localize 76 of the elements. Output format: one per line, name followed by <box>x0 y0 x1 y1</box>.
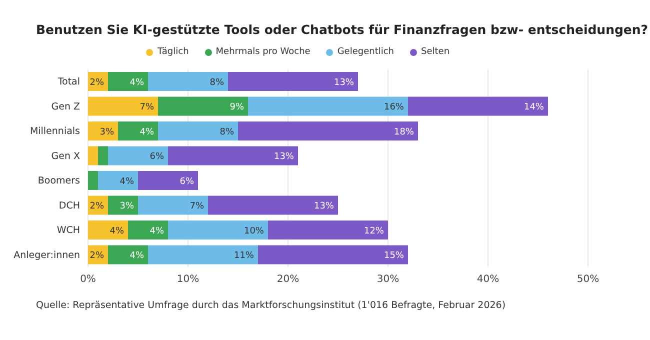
data-label: 6% <box>150 152 164 162</box>
data-label: 8% <box>210 78 224 88</box>
bar <box>88 96 158 116</box>
bar <box>88 170 98 190</box>
x-tick-label: 10% <box>176 274 200 286</box>
bar <box>228 72 358 91</box>
x-tick-label: 40% <box>476 274 500 286</box>
data-label: 4% <box>130 78 144 88</box>
data-label: 12% <box>364 226 384 236</box>
x-tick-label: 30% <box>376 274 400 286</box>
x-tick-label: 0% <box>80 274 96 286</box>
data-label: 2% <box>90 251 104 262</box>
legend-label: Mehrmals pro Woche <box>214 47 310 57</box>
bar <box>208 196 338 215</box>
y-tick-label: DCH <box>58 200 80 212</box>
data-label: 7% <box>140 102 154 113</box>
data-label: 4% <box>140 127 154 138</box>
data-label: 4% <box>110 226 124 236</box>
data-label: 2% <box>90 78 104 88</box>
data-label: 3% <box>100 127 114 138</box>
y-tick-label: Anleger:innen <box>14 250 80 261</box>
data-label: 3% <box>120 202 134 212</box>
data-label: 4% <box>130 251 144 262</box>
bar <box>138 196 208 215</box>
bar <box>98 146 108 166</box>
data-label: 4% <box>150 226 164 236</box>
y-tick-label: Millennials <box>30 126 80 138</box>
bar <box>108 146 168 166</box>
data-label: 13% <box>274 152 294 162</box>
data-label: 15% <box>384 251 404 262</box>
bar <box>158 121 238 140</box>
bar <box>248 96 408 116</box>
data-label: 13% <box>334 78 354 88</box>
legend-label: Gelegentlich <box>336 47 394 57</box>
bar <box>168 146 298 166</box>
bar <box>98 170 138 190</box>
data-label: 8% <box>220 127 234 138</box>
data-label: 4% <box>120 176 134 187</box>
bar <box>108 196 138 215</box>
data-label: 11% <box>234 251 254 262</box>
bar <box>108 245 148 264</box>
bar <box>118 121 158 140</box>
bar <box>128 220 168 240</box>
data-label: 6% <box>180 176 194 187</box>
bar <box>138 170 198 190</box>
bar <box>88 220 128 240</box>
x-tick-label: 20% <box>276 274 300 286</box>
bar <box>168 220 268 240</box>
x-tick-label: 50% <box>576 274 600 286</box>
data-label: 2% <box>90 202 104 212</box>
data-label: 9% <box>230 102 244 113</box>
bar <box>158 96 248 116</box>
bar <box>238 121 418 140</box>
bar <box>108 72 148 91</box>
bar <box>408 96 548 116</box>
y-tick-label: Gen Z <box>51 101 80 112</box>
source-note: Quelle: Repräsentative Umfrage durch das Marktforschungsinstitut (1'016 Befragte, Februar 2026) <box>36 300 506 311</box>
bar <box>258 245 408 264</box>
y-tick-label: WCH <box>56 225 80 236</box>
y-tick-label: Gen X <box>51 150 80 162</box>
legend-label: Selten <box>420 47 450 57</box>
bar <box>148 72 228 91</box>
data-label: 13% <box>314 202 334 212</box>
y-tick-label: Boomers <box>38 176 80 187</box>
bar <box>148 245 258 264</box>
data-label: 16% <box>384 102 404 113</box>
chart-title: Benutzen Sie KI-gestützte Tools oder Chatbots für Finanzfragen bzw- entscheidungen? <box>35 21 648 37</box>
data-label: 18% <box>394 127 414 138</box>
data-label: 10% <box>244 226 264 236</box>
data-label: 14% <box>524 102 544 113</box>
bar <box>88 121 118 140</box>
bar <box>268 220 388 240</box>
bar <box>88 146 98 166</box>
y-tick-label: Total <box>56 76 80 88</box>
legend-label: Täglich <box>156 47 189 57</box>
data-label: 7% <box>190 202 204 212</box>
